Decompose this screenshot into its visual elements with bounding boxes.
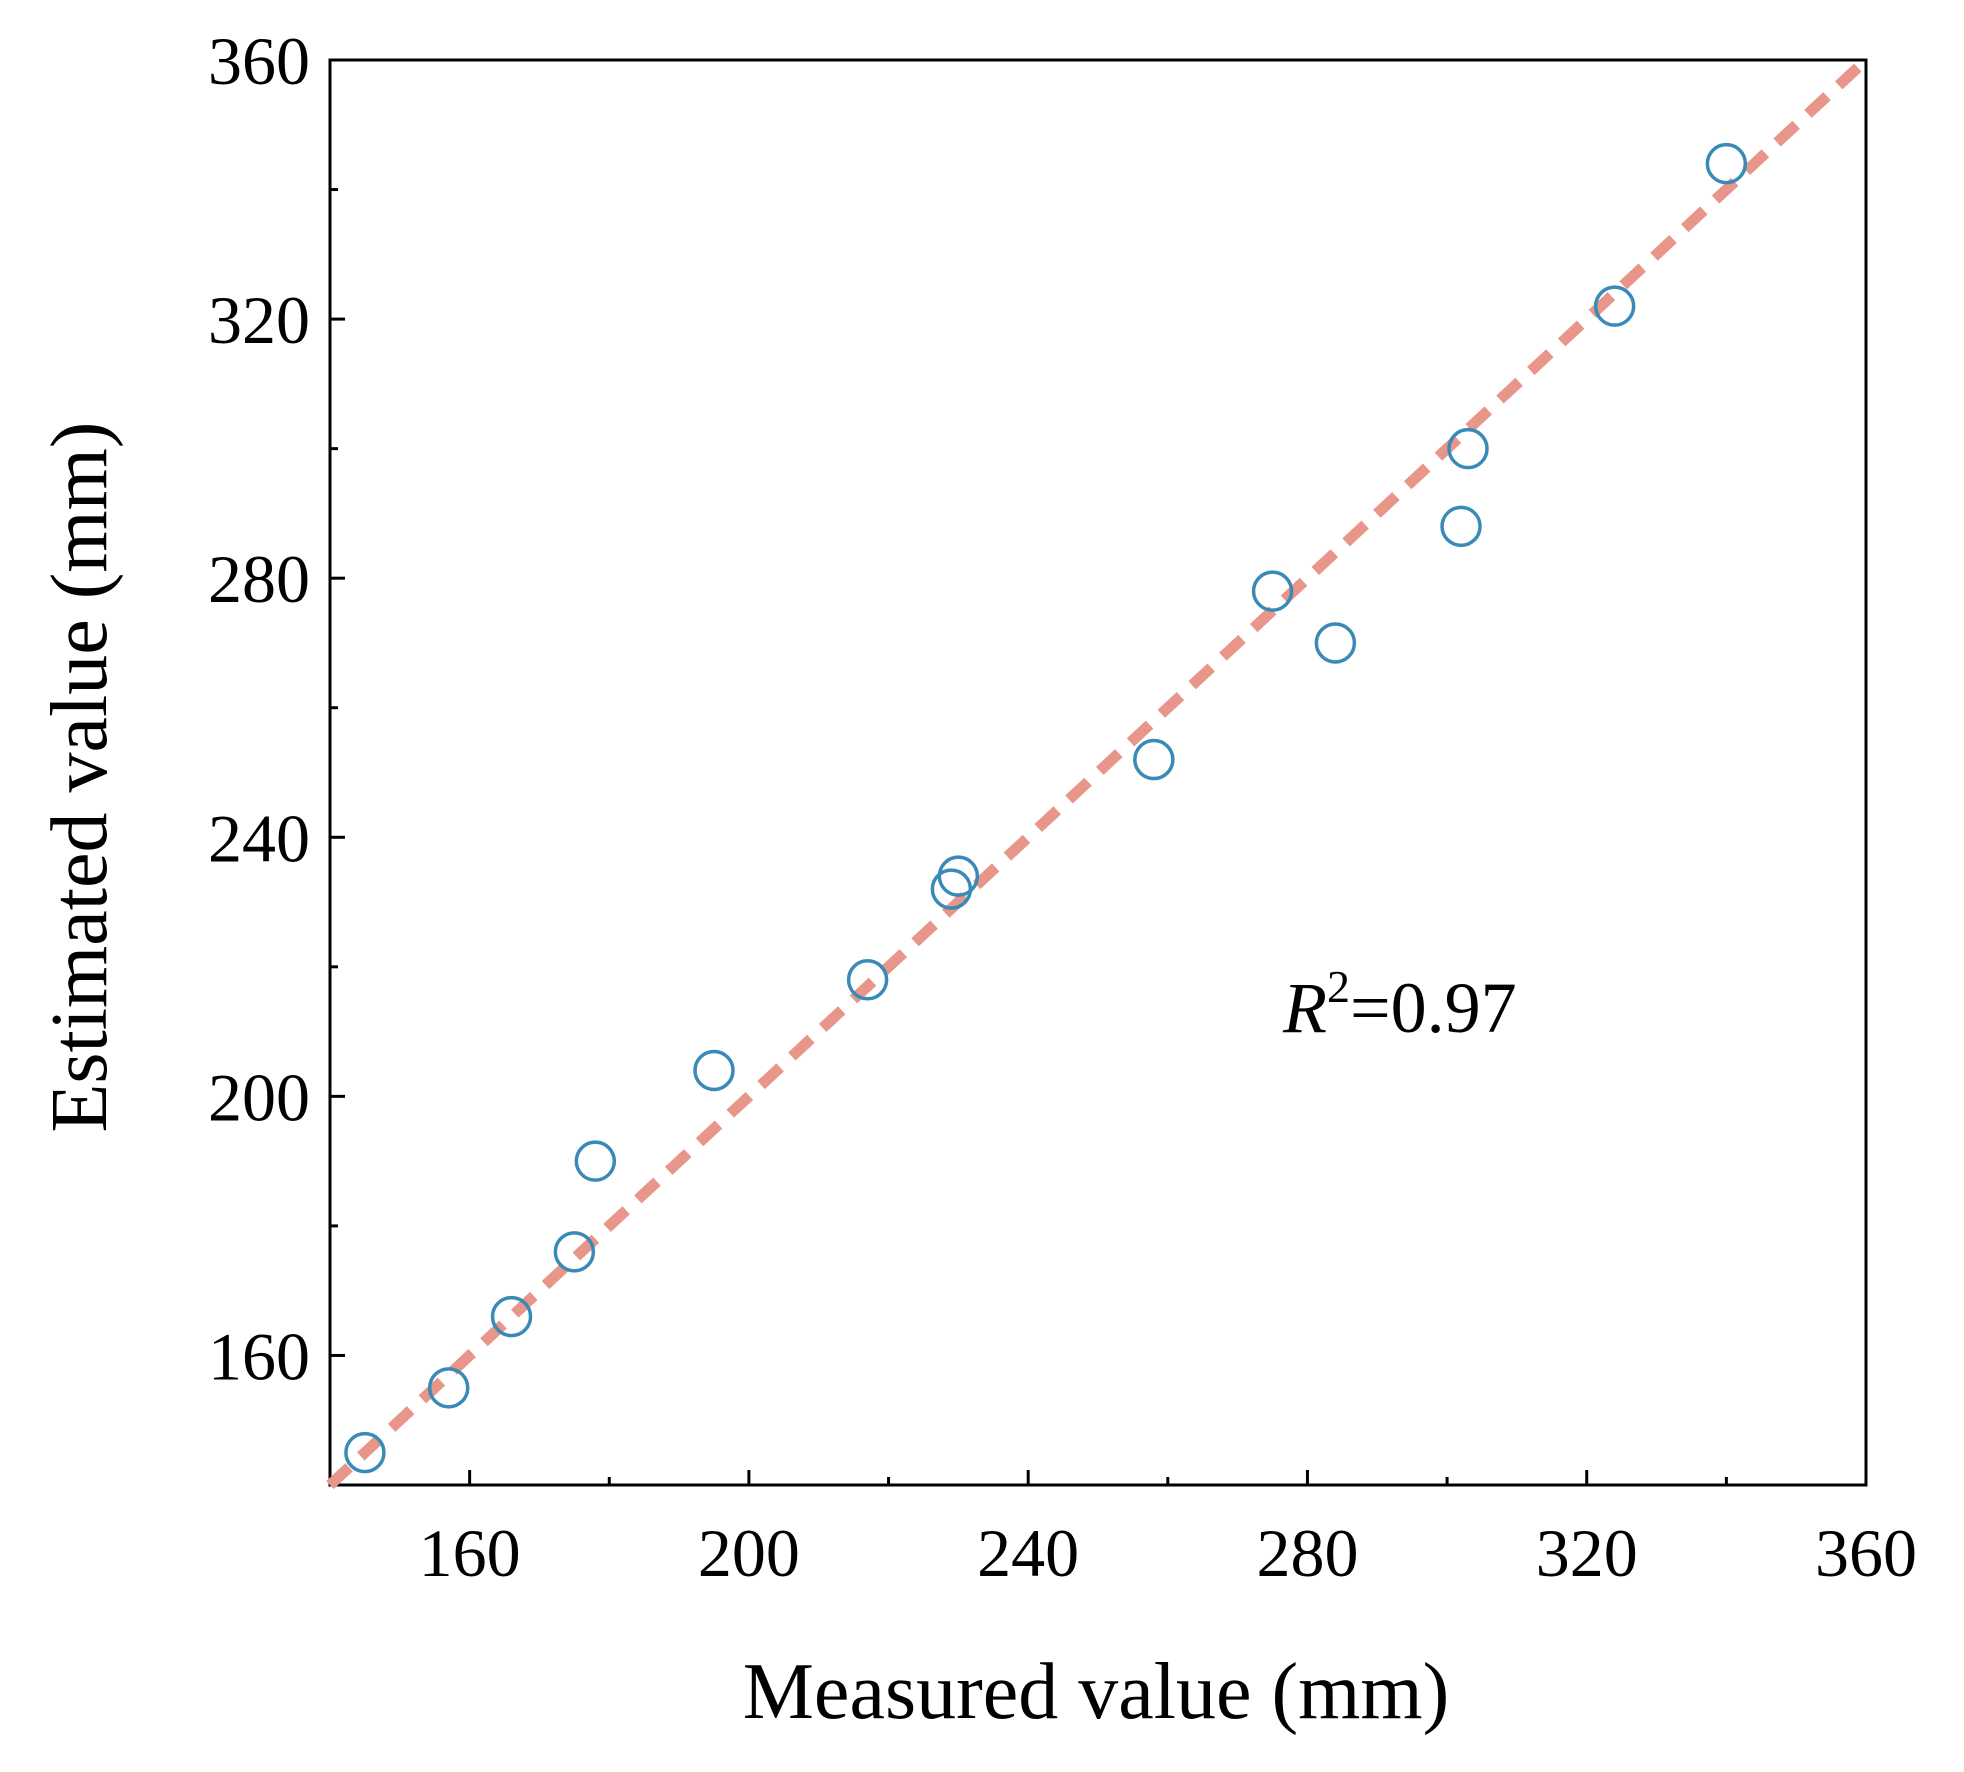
data-point: [937, 855, 980, 897]
y-tick-label: 240: [208, 800, 310, 876]
data-point: [846, 959, 889, 1001]
r-squared-annotation: R2=0.97: [1282, 961, 1517, 1048]
y-tick-label: 200: [208, 1059, 310, 1135]
data-point: [693, 1049, 735, 1092]
data-point: [344, 1431, 386, 1474]
plot-area-border: [328, 58, 1868, 1487]
y-tick-label: 160: [208, 1318, 310, 1394]
data-point: [1133, 738, 1175, 781]
x-tick-label: 280: [1256, 1515, 1358, 1591]
data-point: [574, 1140, 617, 1182]
data-points-layer: [344, 142, 1748, 1474]
y-tick-label: 360: [208, 23, 310, 99]
data-point: [1251, 570, 1294, 612]
reference-line-1-to-1: [326, 55, 1870, 1490]
y-tick-label: 280: [208, 541, 310, 617]
r-squared-value: =0.97: [1350, 968, 1517, 1048]
data-point: [1447, 427, 1489, 470]
y-axis-label: Estimated value (mm): [36, 422, 124, 1133]
data-point: [553, 1231, 596, 1273]
reference-line-layer: [326, 55, 1870, 1490]
data-point: [490, 1295, 533, 1338]
axis-ticks-layer: [330, 58, 1868, 1485]
data-point: [1314, 622, 1357, 664]
data-point: [1705, 142, 1748, 185]
x-tick-label: 240: [977, 1515, 1079, 1591]
x-tick-label: 160: [419, 1515, 521, 1591]
x-axis-label: Measured value (mm): [743, 1648, 1449, 1736]
data-point: [1593, 285, 1636, 327]
r-squared-exponent: 2: [1327, 961, 1350, 1012]
x-tick-label: 200: [698, 1515, 800, 1591]
tick-labels-layer: 160 200 240 280 320 360 160 200 240 280 320 360: [208, 23, 1917, 1591]
x-tick-label: 320: [1536, 1515, 1638, 1591]
data-point: [427, 1367, 470, 1409]
plot-frame: [328, 58, 1868, 1487]
x-tick-label: 360: [1815, 1515, 1917, 1591]
data-point: [1440, 505, 1482, 548]
r-squared-symbol: R: [1282, 968, 1327, 1048]
y-tick-label: 320: [208, 282, 310, 358]
